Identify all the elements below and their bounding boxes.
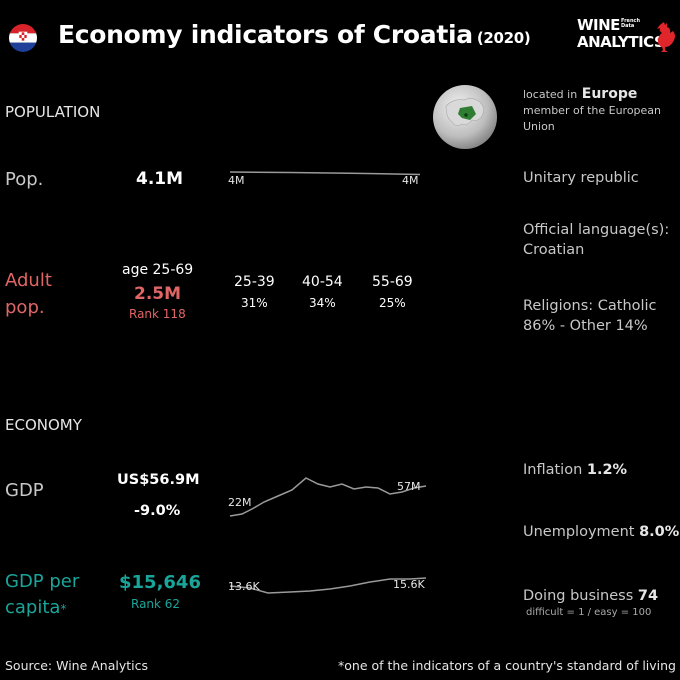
- europe-globe-icon: [433, 85, 497, 149]
- gdp-value: US$56.9M: [117, 472, 200, 488]
- unemployment-label: Unemployment: [523, 524, 635, 540]
- gdp-per-capita-spark-start-label: 13.6K: [228, 580, 260, 593]
- adult-pop-label-line1: Adult: [5, 270, 52, 291]
- gdp-per-capita-spark-end-label: 15.6K: [393, 578, 425, 591]
- footer-source: Source: Wine Analytics: [5, 658, 149, 673]
- gdp-spark-end-label: 57M: [397, 480, 421, 493]
- gdp-per-capita-label-line2: capita*: [5, 597, 66, 618]
- government-type: Unitary republic: [523, 170, 639, 186]
- located-region: Europe: [581, 86, 638, 102]
- doing-business-value: 74: [637, 588, 659, 604]
- population-spark-start-label: 4M: [228, 174, 245, 187]
- adult-pop-label-line2: pop.: [5, 297, 45, 318]
- doing-business-info: Doing business 74: [523, 586, 658, 606]
- official-language-value: Croatian: [523, 242, 585, 258]
- official-language-label: Official language(s):: [523, 222, 670, 238]
- adult-pop-value: 2.5M: [134, 284, 182, 304]
- age-group-3-label: 55-69: [372, 274, 413, 290]
- page-title-year: (2020): [476, 29, 531, 47]
- gdp-per-capita-label-line1: GDP per: [5, 571, 80, 592]
- gdp-per-capita-asterisk: *: [60, 602, 67, 616]
- age-group-1-label: 25-39: [234, 274, 275, 290]
- page-title-text: Economy indicators of Croatia: [58, 20, 473, 49]
- population-label: Pop.: [5, 169, 44, 190]
- rooster-icon: [657, 22, 675, 52]
- age-group-2-pct: 34%: [309, 296, 336, 310]
- adult-age-range: age 25-69: [122, 262, 194, 278]
- wine-analytics-logo: WINE French Data ANALYTICS: [577, 16, 677, 56]
- religions-info: Religions: Catholic 86% - Other 14%: [523, 298, 657, 334]
- inflation-label: Inflation: [523, 462, 583, 478]
- population-value: 4.1M: [136, 169, 184, 189]
- unemployment-info: Unemployment 8.0%: [523, 522, 679, 542]
- located-prefix: located in: [523, 88, 578, 101]
- logo-french: French: [621, 18, 641, 24]
- page-title: Economy indicators of Croatia (2020): [58, 20, 531, 49]
- doing-business-label: Doing business: [523, 588, 634, 604]
- inflation-info: Inflation 1.2%: [523, 460, 627, 480]
- inflation-value: 1.2%: [586, 462, 628, 478]
- logo-data: Data: [621, 23, 635, 29]
- gdp-per-capita-label-text: capita: [5, 597, 61, 618]
- unemployment-value: 8.0%: [639, 524, 680, 540]
- logo-line-2: ANALYTICS: [577, 33, 665, 51]
- doing-business-note: difficult = 1 / easy = 100: [526, 607, 652, 618]
- age-group-1-pct: 31%: [241, 296, 268, 310]
- population-sparkline: [229, 171, 421, 176]
- gdp-per-capita-value: $15,646: [119, 572, 201, 593]
- age-group-2-label: 40-54: [302, 274, 343, 290]
- located-in-info: located in Europe: [523, 84, 673, 105]
- logo-french-data: French Data: [621, 19, 640, 29]
- gdp-change: -9.0%: [134, 503, 181, 519]
- population-section-title: POPULATION: [5, 103, 101, 121]
- population-spark-end-label: 4M: [402, 174, 419, 187]
- age-group-3-pct: 25%: [379, 296, 406, 310]
- croatia-flag-icon: [9, 24, 37, 52]
- eu-membership: member of the European Union: [523, 104, 662, 133]
- gdp-spark-start-label: 22M: [228, 496, 252, 509]
- logo-line-1: WINE: [577, 16, 620, 34]
- footer-note: *one of the indicators of a country's st…: [338, 658, 676, 673]
- gdp-per-capita-sparkline: [229, 577, 427, 594]
- gdp-per-capita-rank: Rank 62: [131, 597, 181, 611]
- economy-section-title: ECONOMY: [5, 416, 82, 434]
- gdp-label: GDP: [5, 480, 44, 501]
- gdp-sparkline: [229, 477, 427, 517]
- adult-pop-rank: Rank 118: [129, 307, 186, 321]
